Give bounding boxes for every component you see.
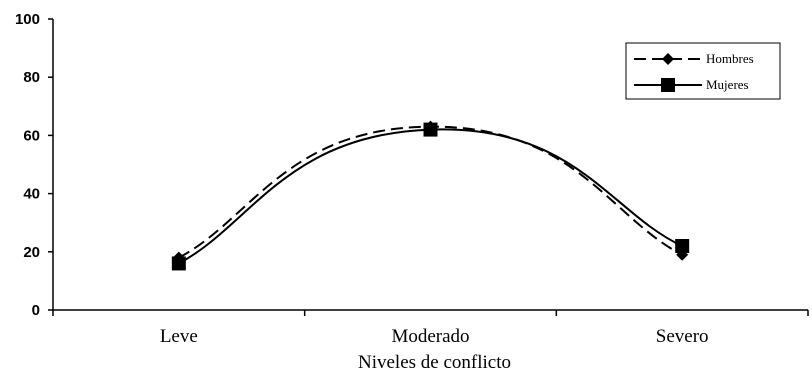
- legend-label: Mujeres: [706, 77, 749, 92]
- y-tick-label: 80: [23, 69, 40, 86]
- y-tick-label: 100: [15, 11, 40, 28]
- legend-item: Mujeres: [634, 77, 749, 92]
- series-mujeres: [171, 122, 690, 271]
- square-marker: [423, 122, 438, 137]
- legend-box: [625, 42, 781, 100]
- square-marker: [661, 78, 675, 92]
- legend-item: Hombres: [634, 51, 754, 66]
- diamond-marker: [662, 53, 674, 65]
- x-tick-label: Severo: [656, 326, 709, 347]
- y-tick-label: 20: [23, 244, 40, 261]
- x-axis-title: Niveles de conflicto: [358, 352, 511, 373]
- y-axis: 0 20 40 60 80 100: [15, 11, 54, 319]
- square-marker: [675, 238, 690, 253]
- y-tick-label: 0: [32, 302, 40, 319]
- x-axis: Leve Moderado Severo: [52, 309, 809, 347]
- x-tick-label: Moderado: [391, 326, 469, 347]
- x-tick-label: Leve: [160, 326, 198, 347]
- series-layer: [171, 120, 690, 271]
- y-tick-label: 40: [23, 186, 40, 203]
- y-tick-label: 60: [23, 127, 40, 144]
- legend: Hombres Mujeres: [625, 42, 781, 100]
- series-hombres: [172, 120, 689, 264]
- square-marker: [171, 256, 186, 271]
- legend-label: Hombres: [706, 51, 754, 66]
